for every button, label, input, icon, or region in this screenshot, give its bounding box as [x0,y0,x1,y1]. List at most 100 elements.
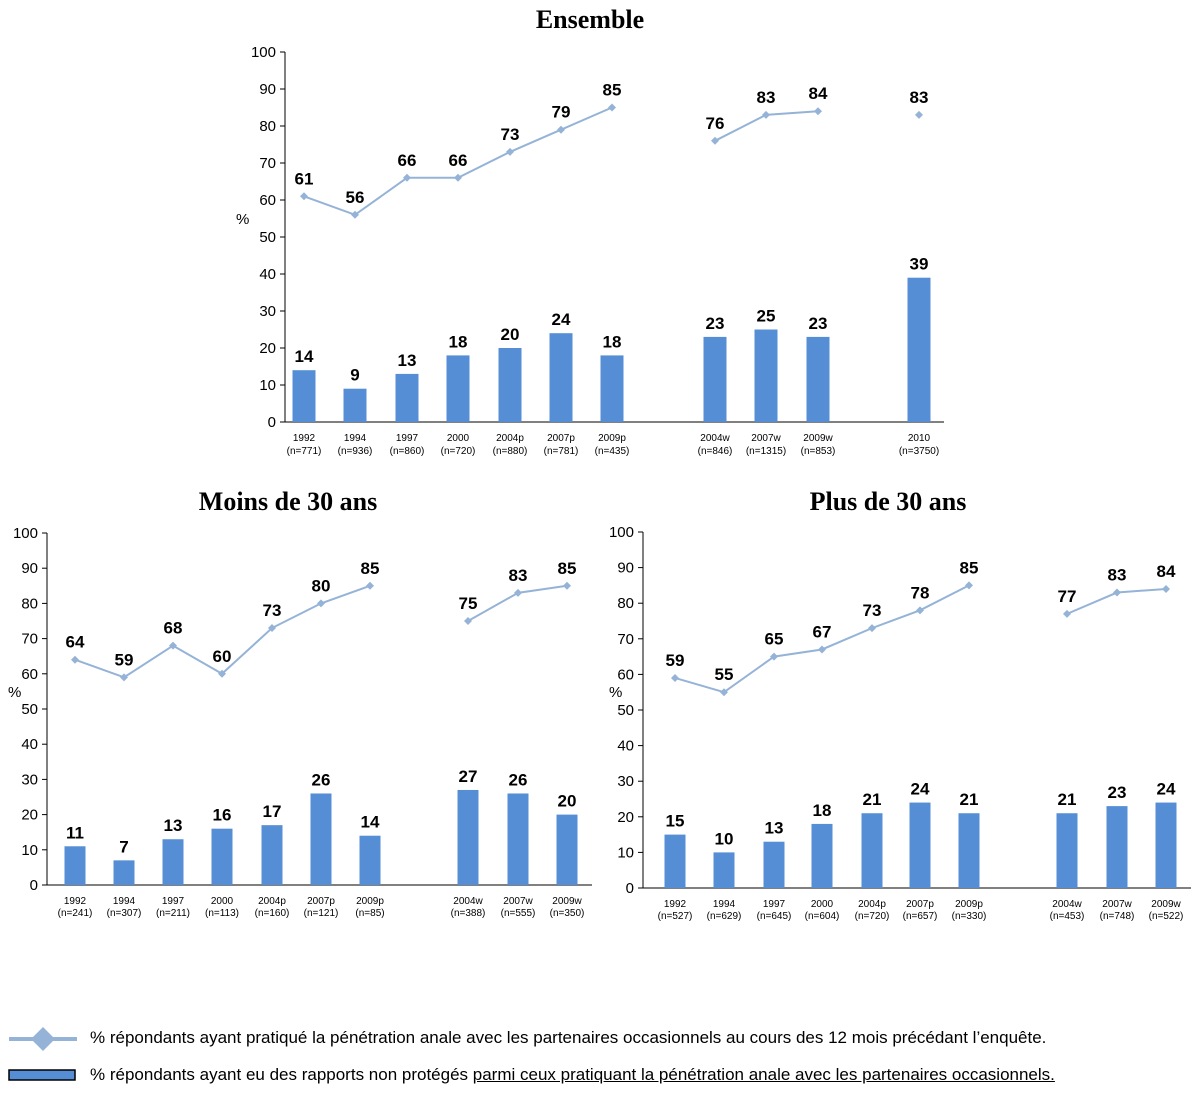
y-tick-label: 40 [617,738,634,755]
x-tick-label: 2000 [811,899,834,910]
line-point [1063,609,1071,618]
bar [763,841,785,888]
y-tick-label: 20 [617,809,634,826]
y-tick-label: 60 [21,666,38,683]
bar [457,789,479,885]
y-tick-label: 30 [21,771,38,788]
x-tick-label: 2009p [598,433,626,444]
bar [664,834,686,888]
bar-value-label: 21 [960,790,979,809]
bar-value-label: 11 [66,823,84,842]
line-point [1113,588,1121,597]
y-tick-label: 90 [617,560,634,577]
x-tick-label: 2009w [552,896,582,907]
x-tick-label: 2007p [547,433,575,444]
line-value-label: 77 [1058,587,1077,606]
bar [1106,806,1128,888]
bar [395,373,419,422]
bar-value-label: 17 [263,802,282,821]
x-tick-sample-size: (n=160) [255,908,290,919]
x-tick-sample-size: (n=629) [707,911,742,922]
line-value-label: 83 [757,88,776,107]
y-tick-label: 80 [259,118,276,135]
x-tick-sample-size: (n=771) [287,446,322,457]
x-tick-sample-size: (n=121) [304,908,339,919]
x-tick-label: 2007w [1102,899,1132,910]
x-tick-sample-size: (n=3750) [899,446,939,457]
line-value-label: 84 [809,84,828,103]
y-tick-label: 90 [259,81,276,98]
line-value-label: 85 [558,559,577,578]
x-tick-label: 1997 [396,433,419,444]
x-tick-label: 1992 [64,896,87,907]
y-tick-label: 0 [626,880,634,897]
y-tick-label: 30 [617,773,634,790]
y-tick-label: 70 [259,155,276,172]
y-tick-label: 0 [30,877,38,894]
bar [359,835,381,885]
line-point [915,110,923,119]
x-tick-label: 2004p [496,433,524,444]
line-value-label: 59 [115,650,134,669]
y-tick-label: 10 [617,844,634,861]
y-tick-label: 10 [21,842,38,859]
bar [811,823,833,888]
line-value-label: 66 [449,151,468,170]
bar [310,793,332,885]
chart-title: Moins de 30 ans [199,487,377,516]
x-tick-sample-size: (n=435) [595,446,630,457]
bar-value-label: 26 [509,770,528,789]
bar-value-label: 10 [715,829,734,848]
line-value-label: 68 [164,619,183,638]
x-tick-label: 1994 [713,899,736,910]
x-tick-label: 2004w [700,433,730,444]
y-tick-label: 20 [259,340,276,357]
y-tick-label: 50 [21,701,38,718]
bar [162,839,184,885]
line-value-label: 60 [213,647,232,666]
y-tick-label: 40 [259,266,276,283]
line-point [514,588,522,597]
line-value-label: 67 [813,622,832,641]
bar-value-label: 23 [1108,783,1127,802]
chart-3: Plus de 30 ans 0 10 20 30 40 50 60 70 80 90 100% 15 1… [609,487,1191,922]
bar-value-label: 18 [813,801,832,820]
legend-bar-text: % répondants ayant eu des rapports non p… [90,1065,1175,1085]
line-point [563,581,571,590]
bar-value-label: 21 [1058,790,1077,809]
bar-value-label: 20 [558,792,577,811]
y-tick-label: 60 [259,192,276,209]
line-point [720,688,728,697]
line-point [300,192,308,201]
bar-value-label: 14 [295,347,314,366]
bar [343,388,367,422]
x-tick-sample-size: (n=604) [805,911,840,922]
line-value-label: 76 [706,114,725,133]
bar [1155,802,1177,888]
bar-value-label: 21 [863,790,882,809]
bar-value-label: 39 [910,255,929,274]
line-point [169,641,177,650]
line-point [608,103,616,112]
x-tick-label: 2009w [803,433,833,444]
y-tick-label: 20 [21,807,38,824]
bar [806,336,830,422]
x-tick-label: 1997 [763,899,786,910]
x-tick-label: 1992 [664,899,687,910]
y-tick-label: 100 [251,44,276,61]
legend-line-marker [9,1027,77,1051]
bar-value-label: 20 [501,325,520,344]
x-tick-sample-size: (n=880) [493,446,528,457]
bar-value-label: 13 [398,351,417,370]
y-tick-label: 100 [13,525,38,542]
line-value-label: 85 [603,81,622,100]
y-tick-label: 30 [259,303,276,320]
chart-2: Moins de 30 ans 0 10 20 30 40 50 60 70 80 90 100% 11… [8,487,592,919]
x-tick-sample-size: (n=781) [544,446,579,457]
bar-value-label: 13 [164,816,183,835]
bar [507,793,529,885]
line-value-label: 84 [1157,562,1176,581]
x-tick-sample-size: (n=720) [441,446,476,457]
line-value-label: 61 [295,169,314,188]
